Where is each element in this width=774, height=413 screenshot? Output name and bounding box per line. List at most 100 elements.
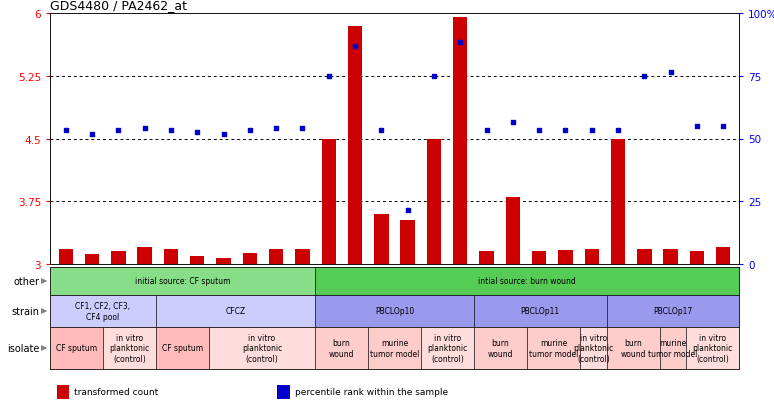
Bar	[315, 327, 368, 369]
Point	[86, 132, 98, 138]
Text: initial source: CF sputum: initial source: CF sputum	[135, 277, 230, 286]
Text: PBCLOp17: PBCLOp17	[653, 307, 693, 316]
Bar	[505, 197, 520, 264]
Bar	[532, 251, 546, 264]
Point	[244, 128, 256, 134]
Point	[428, 73, 440, 80]
Text: burn
wound: burn wound	[329, 339, 354, 358]
Text: CF sputum: CF sputum	[56, 344, 97, 353]
Point	[586, 128, 598, 134]
Text: murine
tumor model: murine tumor model	[648, 339, 697, 358]
Point	[533, 128, 546, 134]
Point	[296, 126, 309, 133]
Bar	[453, 18, 467, 264]
Bar	[50, 267, 315, 295]
Point	[323, 73, 335, 80]
Point	[402, 207, 414, 214]
Text: in vitro
planktonic
(control): in vitro planktonic (control)	[427, 333, 467, 363]
Bar	[474, 295, 607, 327]
Point	[270, 126, 283, 133]
Bar	[57, 385, 70, 399]
Bar	[103, 327, 156, 369]
Bar	[400, 221, 415, 264]
Bar	[85, 254, 99, 264]
Point	[690, 123, 703, 130]
Text: in vitro
planktonic
(control): in vitro planktonic (control)	[693, 333, 733, 363]
Point	[507, 119, 519, 126]
Bar	[59, 249, 73, 264]
Text: burn
wound: burn wound	[488, 339, 513, 358]
Bar	[527, 327, 580, 369]
Bar	[368, 327, 421, 369]
Bar	[686, 327, 739, 369]
Text: transformed count: transformed count	[74, 387, 159, 396]
Text: CF sputum: CF sputum	[162, 344, 203, 353]
Point	[217, 132, 230, 138]
Bar	[348, 26, 362, 264]
Text: GDS4480 / PA2462_at: GDS4480 / PA2462_at	[50, 0, 187, 12]
Text: PBCLOp10: PBCLOp10	[375, 307, 414, 316]
Point	[165, 128, 177, 134]
Point	[60, 128, 72, 134]
Bar	[50, 295, 156, 327]
Text: CFCZ: CFCZ	[225, 307, 245, 316]
Bar	[156, 327, 209, 369]
Bar	[295, 249, 310, 264]
Bar	[209, 327, 315, 369]
Bar	[111, 251, 125, 264]
Bar	[164, 249, 178, 264]
Bar	[558, 250, 573, 264]
Point	[112, 128, 125, 134]
Text: in vitro
planktonic
(control): in vitro planktonic (control)	[241, 333, 283, 363]
Bar	[607, 327, 659, 369]
Point	[481, 128, 493, 134]
Point	[191, 129, 204, 136]
Bar	[479, 252, 494, 264]
Text: murine
tumor model: murine tumor model	[529, 339, 578, 358]
Point	[375, 128, 388, 134]
Text: intial source: burn wound: intial source: burn wound	[478, 277, 576, 286]
Point	[560, 128, 572, 134]
Point	[611, 128, 624, 134]
Bar	[637, 249, 652, 264]
Bar	[190, 256, 204, 264]
Bar	[421, 327, 474, 369]
Text: murine
tumor model: murine tumor model	[370, 339, 420, 358]
Bar	[374, 214, 389, 264]
Point	[717, 123, 729, 130]
Bar	[690, 251, 704, 264]
Bar	[580, 327, 607, 369]
Text: other: other	[14, 276, 39, 286]
Bar	[426, 139, 441, 264]
Bar	[50, 327, 103, 369]
Text: percentile rank within the sample: percentile rank within the sample	[295, 387, 447, 396]
Bar	[269, 249, 283, 264]
Point	[664, 69, 676, 76]
Text: isolate: isolate	[7, 343, 39, 353]
Bar	[315, 295, 474, 327]
Text: burn
wound: burn wound	[620, 339, 646, 358]
Text: in vitro
planktonic
(control): in vitro planktonic (control)	[109, 333, 149, 363]
Bar	[321, 139, 336, 264]
Bar	[277, 385, 289, 399]
Point	[349, 44, 361, 51]
Bar	[242, 254, 257, 264]
Bar	[716, 248, 731, 264]
Point	[454, 40, 467, 47]
Bar	[315, 267, 739, 295]
Bar	[611, 139, 625, 264]
Bar	[659, 327, 686, 369]
Text: CF1, CF2, CF3,
CF4 pool: CF1, CF2, CF3, CF4 pool	[75, 301, 131, 321]
Bar	[217, 259, 231, 264]
Bar	[663, 249, 678, 264]
Bar	[474, 327, 527, 369]
Bar	[138, 248, 152, 264]
Bar	[607, 295, 739, 327]
Text: strain: strain	[12, 306, 39, 316]
Point	[638, 73, 650, 80]
Bar	[584, 249, 599, 264]
Bar	[156, 295, 315, 327]
Text: PBCLOp11: PBCLOp11	[521, 307, 560, 316]
Point	[139, 126, 151, 133]
Text: in vitro
planktonic
(control): in vitro planktonic (control)	[573, 333, 613, 363]
